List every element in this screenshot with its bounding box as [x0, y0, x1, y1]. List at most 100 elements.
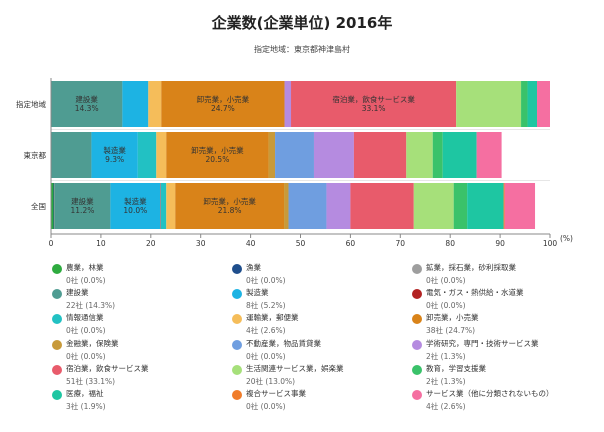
legend-item-label: 農業，林業	[66, 263, 104, 272]
bar-segment-medical	[442, 132, 477, 178]
legend-item-label: 製造業	[246, 288, 269, 298]
legend-item-construction[interactable]: 建設業 22社 (14.3%)	[52, 287, 222, 313]
legend-color-dot	[412, 390, 422, 400]
legend-item-label: 鉱業，採石業，砂利採取業	[426, 263, 516, 272]
legend-color-dot	[412, 314, 422, 325]
legend-item-info[interactable]: 情報通信業 0社 (0.0%)	[52, 312, 222, 338]
bar-segment-compound	[503, 183, 505, 229]
legend-item-manufacturing[interactable]: 製造業 8社 (5.2%)	[232, 287, 402, 313]
legend-color-dot	[412, 364, 422, 375]
legend-item-label: 電気・ガス・熱供給・水道業	[426, 288, 524, 298]
data-label: 建設業	[75, 94, 98, 104]
x-unit-label: (%)	[560, 234, 573, 243]
bar-segment-research	[313, 132, 354, 178]
bar-segment-education	[432, 132, 443, 178]
legend-item-otherservice[interactable]: サービス業（他に分類されないもの） 4社 (2.6%)	[412, 388, 582, 414]
legend-item-agri[interactable]: 農業，林業 0社 (0.0%)	[52, 262, 222, 288]
bar-segment-transport	[166, 183, 176, 229]
legend-item-label: 情報通信業	[66, 313, 104, 323]
bar-segment-education	[453, 183, 468, 229]
legend-item-transport[interactable]: 運輸業，郵便業 4社 (2.6%)	[232, 312, 402, 338]
data-label: 10.0%	[123, 206, 147, 215]
bar-segment-otherservice	[537, 81, 550, 127]
bar-segment-medical	[527, 81, 538, 127]
data-label: 20.5%	[206, 155, 230, 164]
bar-segment-manufacturing	[91, 132, 138, 178]
legend-item-mining[interactable]: 鉱業，採石業，砂利採取業 0社 (0.0%)	[412, 262, 582, 288]
legend-item-value: 0社 (0.0%)	[66, 326, 106, 336]
bar-segment-manufacturing	[110, 183, 161, 229]
bar-segment-construction	[51, 132, 92, 178]
legend-item-value: 0社 (0.0%)	[246, 276, 286, 285]
data-label: 建設業	[71, 196, 94, 206]
data-label: 製造業	[103, 145, 126, 155]
bar-segment-wholesale	[161, 81, 285, 127]
data-label: 卸売業，小売業	[203, 196, 256, 206]
legend-item-value: 2社 (1.3%)	[426, 351, 466, 361]
x-tick-label: 60	[346, 239, 356, 248]
legend-item-value: 51社 (33.1%)	[66, 376, 116, 386]
legend-item-fish[interactable]: 漁業 0社 (0.0%)	[232, 262, 402, 288]
bar-segment-agri	[51, 183, 54, 229]
legend-item-realestate[interactable]: 不動産業，物品賃貸業 0社 (0.0%)	[232, 338, 402, 364]
x-tick-label: 50	[296, 239, 306, 248]
legend-item-finance[interactable]: 金融業，保険業 0社 (0.0%)	[52, 338, 222, 364]
bar-segment-hospitality	[350, 183, 414, 229]
legend-item-hospitality[interactable]: 宿泊業，飲食サービス業 51社 (33.1%)	[52, 363, 222, 389]
x-tick-label: 20	[146, 239, 156, 248]
x-tick-label: 100	[543, 239, 558, 248]
bar-segment-lifestyle	[413, 183, 454, 229]
data-label: 33.1%	[362, 104, 386, 113]
legend-item-research[interactable]: 学術研究，専門・技術サービス業 2社 (1.3%)	[412, 338, 582, 364]
x-tick-label: 0	[49, 239, 54, 248]
legend-item-label: 金融業，保険業	[66, 338, 119, 348]
chart-subtitle: 指定地域：東京都神津島村	[254, 45, 350, 54]
legend-item-value: 8社 (5.2%)	[246, 301, 286, 311]
bar-segment-wholesale	[166, 132, 269, 178]
x-tick-label: 80	[445, 239, 455, 248]
legend-item-value: 3社 (1.9%)	[66, 402, 106, 411]
legend-color-dot	[412, 339, 422, 350]
legend-item-education[interactable]: 教育，学習支援業 2社 (1.3%)	[412, 363, 582, 389]
legend-item-value: 0社 (0.0%)	[426, 276, 466, 285]
bar-segment-education	[521, 81, 528, 127]
legend-color-dot	[52, 364, 62, 375]
legend-item-label: 宿泊業，飲食サービス業	[66, 363, 149, 373]
x-tick-label: 90	[495, 239, 505, 248]
legend-item-lifestyle[interactable]: 生活関連サービス業，娯楽業 20社 (13.0%)	[232, 363, 402, 389]
bar-segment-transport	[156, 132, 167, 178]
bar-segment-finance	[268, 132, 276, 178]
legend-color-dot	[52, 390, 62, 400]
legend-item-wholesale[interactable]: 卸売業，小売業 38社 (24.7%)	[412, 312, 582, 338]
legend-item-value: 20社 (13.0%)	[246, 376, 296, 386]
bar-segment-lifestyle	[456, 81, 522, 127]
bar-segment-construction	[51, 81, 123, 127]
legend-item-compound[interactable]: 複合サービス事業 0社 (0.0%)	[232, 388, 402, 414]
bar-segment-info	[160, 183, 167, 229]
bar-segment-wholesale	[175, 183, 285, 229]
bar-segment-medical	[467, 183, 504, 229]
legend-item-value: 22社 (14.3%)	[66, 301, 116, 311]
bar-segment-finance	[284, 183, 289, 229]
legend-item-value: 38社 (24.7%)	[426, 326, 476, 336]
legend-color-dot	[232, 364, 242, 375]
legend-item-label: 医療，福祉	[66, 389, 104, 398]
legend-item-label: 不動産業，物品賃貸業	[246, 338, 321, 348]
legend-item-medical[interactable]: 医療，福祉 3社 (1.9%)	[52, 388, 222, 414]
category-label: 全国	[31, 201, 46, 211]
bar-segment-info	[137, 132, 157, 178]
data-label: 24.7%	[211, 104, 235, 113]
bar-segment-realestate	[275, 132, 314, 178]
legend-color-dot	[232, 339, 242, 350]
legend-item-label: 生活関連サービス業，娯楽業	[246, 363, 344, 373]
legend-item-value: 0社 (0.0%)	[66, 351, 106, 361]
legend-item-utilities[interactable]: 電気・ガス・熱供給・水道業 0社 (0.0%)	[412, 287, 582, 313]
x-tick-label: 70	[396, 239, 406, 248]
legend-color-dot	[52, 289, 62, 300]
legend-item-value: 0社 (0.0%)	[246, 402, 286, 411]
legend-item-value: 0社 (0.0%)	[66, 276, 106, 285]
data-label: 卸売業，小売業	[191, 145, 244, 155]
data-label: 9.3%	[105, 155, 124, 164]
legend-color-dot	[52, 314, 62, 325]
bar-segment-otherservice	[476, 132, 502, 178]
